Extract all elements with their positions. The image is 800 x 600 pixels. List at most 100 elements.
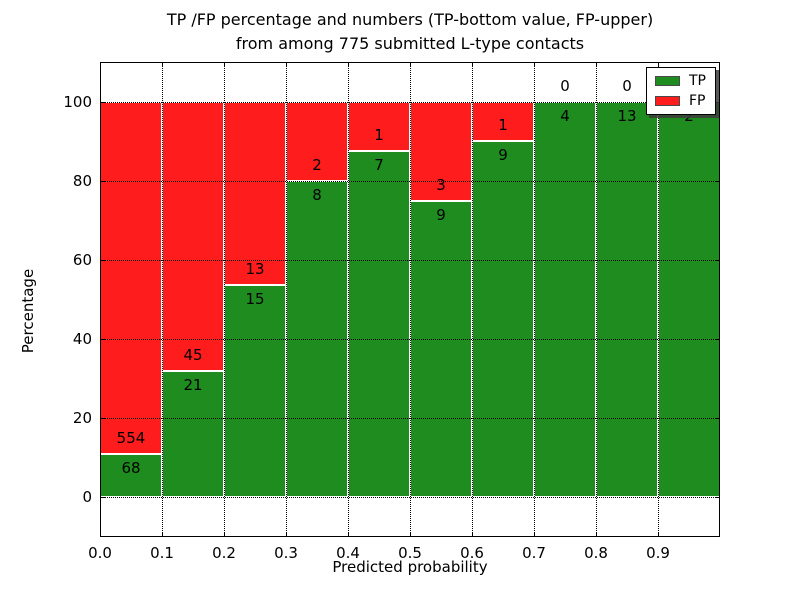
tp-count-label: 4 <box>560 106 570 125</box>
gridline-vertical <box>534 62 535 537</box>
tp-count-label: 9 <box>436 205 446 224</box>
legend: TP FP <box>646 67 716 115</box>
bar-segment-tp <box>658 101 720 498</box>
bar-segment-fp <box>224 101 286 286</box>
fp-count-label: 2 <box>312 155 322 174</box>
legend-swatch-fp-icon <box>655 96 680 106</box>
x-tick-label: 0.6 <box>460 544 484 562</box>
y-tick-mark <box>100 180 105 182</box>
x-tick-mark <box>534 532 535 537</box>
y-tick-label: 80 <box>72 171 92 190</box>
x-tick-mark <box>596 532 597 537</box>
gridline-vertical <box>348 62 349 537</box>
bar-segment-fp <box>100 101 162 455</box>
x-tick-mark-top <box>596 62 597 67</box>
x-tick-label: 0.8 <box>584 544 608 562</box>
y-axis-label: Percentage <box>19 268 37 354</box>
legend-label-fp: FP <box>689 93 706 109</box>
fp-count-label: 3 <box>436 175 446 194</box>
y-tick-mark <box>100 259 105 261</box>
bar-segment-tp <box>410 200 472 498</box>
bar-segment-fp <box>410 101 472 201</box>
gridline-vertical <box>472 62 473 537</box>
bar-segment-tp <box>534 101 596 498</box>
tp-count-label: 7 <box>374 156 384 175</box>
gridline-vertical <box>224 62 225 537</box>
tp-count-label: 68 <box>121 459 141 478</box>
x-tick-mark-top <box>719 62 720 67</box>
bar-segment-fp <box>162 101 224 372</box>
x-tick-mark <box>348 532 349 537</box>
y-tick-label: 20 <box>72 409 92 428</box>
x-tick-mark <box>658 532 659 537</box>
y-tick-mark <box>100 497 105 499</box>
bar-segment-tp <box>224 285 286 498</box>
bar-segment-tp <box>348 151 410 498</box>
chart-title: TP /FP percentage and numbers (TP-bottom… <box>0 8 800 56</box>
x-tick-label: 0.7 <box>522 544 546 562</box>
bars-layer <box>100 62 720 537</box>
chart-title-line1: TP /FP percentage and numbers (TP-bottom… <box>166 10 654 29</box>
gridline-vertical <box>410 62 411 537</box>
tp-count-label: 8 <box>312 185 322 204</box>
bar-segment-tp <box>472 141 534 498</box>
y-tick-mark-right <box>715 101 720 103</box>
legend-swatch-tp-icon <box>655 76 680 86</box>
y-tick-mark-right <box>715 339 720 341</box>
fp-count-label: 0 <box>560 76 570 95</box>
fp-count-label: 554 <box>116 429 146 448</box>
x-tick-mark <box>100 532 101 537</box>
y-tick-mark-right <box>715 418 720 420</box>
x-tick-mark-top <box>100 62 101 67</box>
y-tick-mark-right <box>715 259 720 261</box>
y-tick-mark-right <box>715 497 720 499</box>
tp-count-label: 15 <box>245 290 265 309</box>
y-tick-label: 100 <box>63 92 92 111</box>
x-tick-label: 0.9 <box>646 544 670 562</box>
fp-count-label: 1 <box>498 116 508 135</box>
fp-count-label: 45 <box>183 346 203 365</box>
bar-segment-fp <box>472 101 534 142</box>
gridline-vertical <box>596 62 597 537</box>
gridline-vertical <box>286 62 287 537</box>
x-tick-label: 0.4 <box>336 544 360 562</box>
x-tick-label: 0.1 <box>150 544 174 562</box>
y-tick-label: 60 <box>72 250 92 269</box>
x-tick-mark <box>162 532 163 537</box>
y-tick-mark <box>100 101 105 103</box>
chart-title-line2: from among 775 submitted L-type contacts <box>235 34 585 53</box>
legend-entry-fp: FP <box>655 94 706 108</box>
x-tick-label: 0.3 <box>274 544 298 562</box>
gridline-vertical <box>658 62 659 537</box>
legend-label-tp: TP <box>689 73 706 89</box>
fp-count-label: 0 <box>622 76 632 95</box>
x-tick-mark-top <box>224 62 225 67</box>
x-tick-mark <box>719 532 720 537</box>
tp-count-label: 13 <box>617 106 637 125</box>
legend-entry-tp: TP <box>655 74 706 88</box>
fp-count-label: 1 <box>374 126 384 145</box>
x-tick-mark-top <box>286 62 287 67</box>
y-tick-label: 0 <box>82 488 92 507</box>
x-tick-label: 0.0 <box>88 544 112 562</box>
bar-value-labels-layer: 5546845211315281739190401302 <box>100 62 720 537</box>
x-tick-mark-top <box>410 62 411 67</box>
x-tick-label: 0.5 <box>398 544 422 562</box>
x-tick-mark-top <box>162 62 163 67</box>
x-tick-mark <box>410 532 411 537</box>
x-tick-mark <box>286 532 287 537</box>
bar-segment-tp <box>596 101 658 498</box>
x-tick-mark <box>224 532 225 537</box>
x-tick-mark <box>472 532 473 537</box>
gridline-vertical <box>162 62 163 537</box>
plot-area: 5546845211315281739190401302 <box>100 62 720 537</box>
x-tick-mark-top <box>348 62 349 67</box>
y-tick-mark <box>100 418 105 420</box>
x-tick-mark-top <box>472 62 473 67</box>
x-axis-label: Predicted probability <box>332 558 488 576</box>
x-tick-mark-top <box>534 62 535 67</box>
y-tick-label: 40 <box>72 330 92 349</box>
tp-count-label: 2 <box>684 106 694 125</box>
y-tick-mark <box>100 339 105 341</box>
tp-count-label: 9 <box>498 146 508 165</box>
